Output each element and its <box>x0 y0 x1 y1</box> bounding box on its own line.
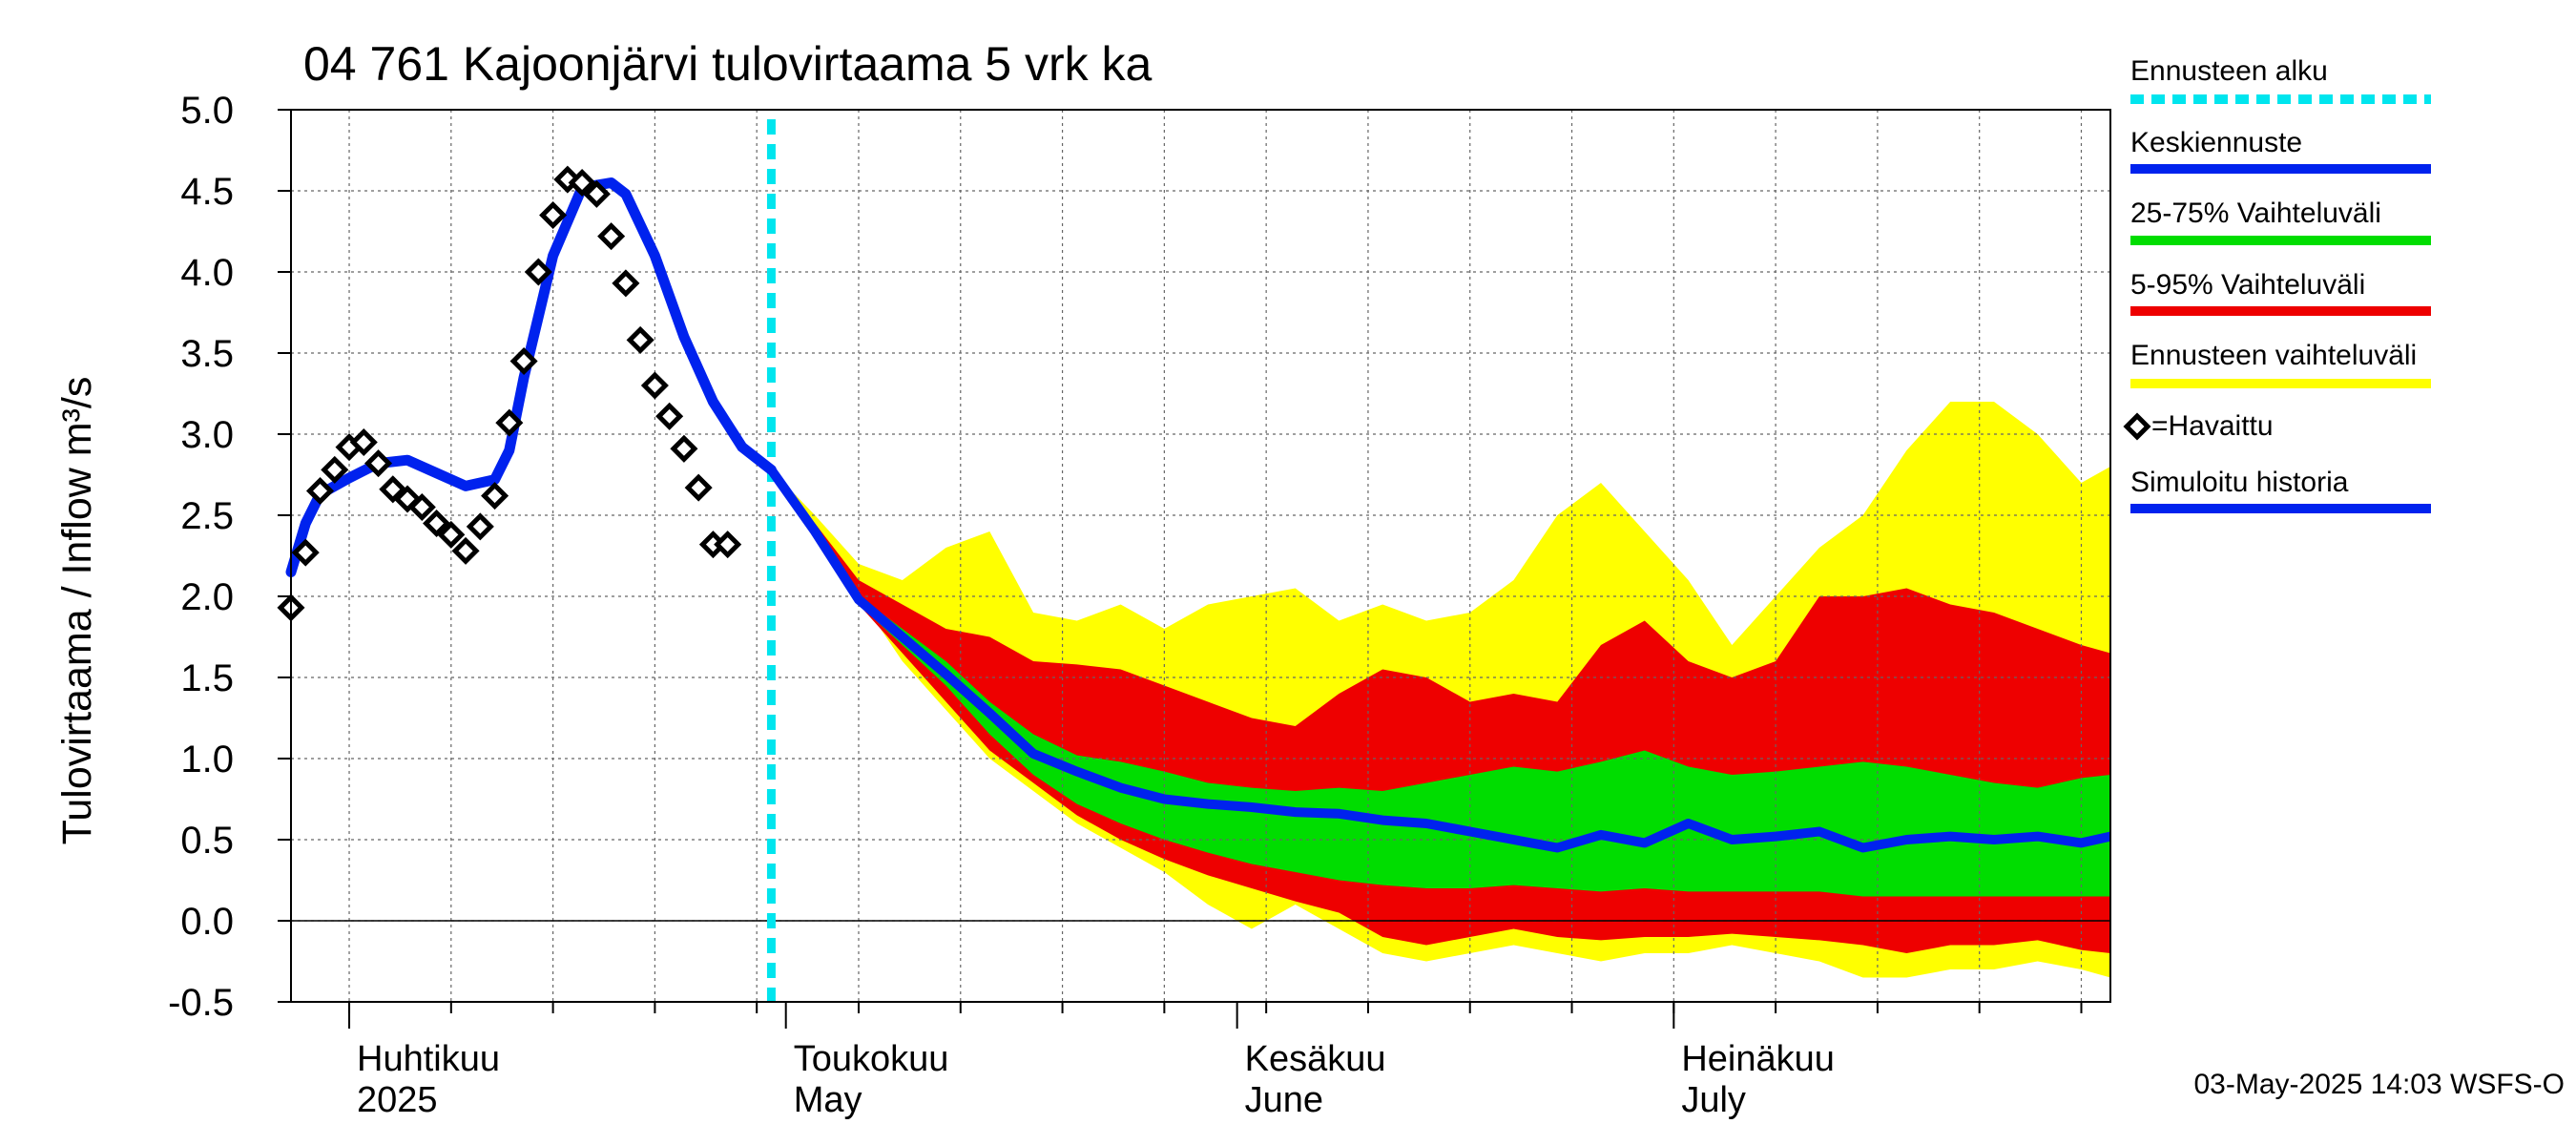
observed-point <box>670 434 698 463</box>
y-tick-label: -0.5 <box>168 982 234 1024</box>
observed-point <box>321 455 349 484</box>
x-month-label: Toukokuu <box>794 1039 949 1079</box>
median-forecast-line <box>767 467 2112 853</box>
observed-point <box>305 476 335 506</box>
plot-frame <box>290 109 2111 1003</box>
series-lines <box>285 119 2112 1002</box>
observed-point <box>655 402 684 430</box>
observed-point <box>509 346 538 376</box>
x-month-sublabel: June <box>1245 1080 1323 1120</box>
legend-label-simuloitu-historia: Simuloitu historia <box>2130 467 2349 498</box>
legend-label-ennusteen-alku: Ennusteen alku <box>2130 55 2328 87</box>
observed-point <box>568 168 596 198</box>
legend-label-ennusteen-vaihteluv-li: Ennusteen vaihteluväli <box>2130 340 2417 371</box>
observed-point <box>524 258 552 286</box>
observed-point <box>451 536 480 565</box>
legend-label-25-75-vaihteluv-li: 25-75% Vaihteluväli <box>2130 198 2381 229</box>
observed-point <box>582 179 611 208</box>
x-month-label: Huhtikuu <box>357 1039 500 1079</box>
x-month-label: Heinäkuu <box>1681 1039 1835 1079</box>
y-axis-label: Tulovirtaama / Inflow m³/s <box>54 377 100 845</box>
y-tick-label: 1.0 <box>180 739 234 781</box>
observed-point <box>481 482 509 510</box>
x-month-sublabel: 2025 <box>357 1080 438 1120</box>
observed-markers <box>277 165 742 622</box>
observed-point <box>364 449 393 478</box>
y-tick-label: 2.0 <box>180 576 234 618</box>
x-month-sublabel: July <box>1681 1080 1746 1120</box>
observed-point <box>423 509 451 538</box>
observed-point <box>466 512 494 541</box>
observed-point <box>640 371 669 400</box>
observed-point <box>495 408 524 437</box>
timestamp: 03-May-2025 14:03 WSFS-O <box>2194 1069 2566 1100</box>
band-25-75-vaihteluv-li <box>771 469 2110 897</box>
observed-point <box>291 538 320 567</box>
y-axis: 5.0 4.5 4.0 3.5 3.0 2.5 2.0 1.5 1.0 0.5 0.0 -0.5 <box>168 90 291 1024</box>
y-tick-label: 3.0 <box>180 414 234 456</box>
y-tick-label: 2.5 <box>180 495 234 537</box>
y-tick-label: 1.5 <box>180 657 234 699</box>
legend: Ennusteen alku Keskiennuste 25-75% Vaihtel… <box>2123 55 2431 513</box>
y-tick-label: 4.5 <box>180 171 234 213</box>
observed-point <box>597 222 626 251</box>
x-month-sublabel: May <box>794 1080 862 1120</box>
simulated-history-line <box>285 177 777 577</box>
observed-point <box>626 325 654 354</box>
y-tick-label: 5.0 <box>180 90 234 132</box>
y-tick-label: 3.5 <box>180 333 234 375</box>
x-month-label: Kesäkuu <box>1245 1039 1386 1079</box>
legend-swatch-observed <box>2123 412 2151 441</box>
observed-point <box>612 269 640 298</box>
observed-point <box>407 492 436 522</box>
observed-point <box>714 531 742 559</box>
legend-label-5-95-vaihteluv-li: 5-95% Vaihteluväli <box>2130 269 2365 301</box>
forecast-bands <box>771 402 2110 978</box>
observed-point <box>684 473 713 502</box>
observed-point <box>349 427 378 457</box>
legend-label-havaittu: =Havaittu <box>2151 410 2274 442</box>
observed-point <box>539 200 568 230</box>
observed-point <box>437 520 466 549</box>
y-tick-label: 0.0 <box>180 901 234 943</box>
y-tick-label: 4.0 <box>180 252 234 294</box>
chart-title: 04 761 Kajoonjärvi tulovirtaama 5 vrk ka <box>303 37 1153 91</box>
y-tick-label: 0.5 <box>180 820 234 862</box>
legend-label-keskiennuste: Keskiennuste <box>2130 127 2302 158</box>
